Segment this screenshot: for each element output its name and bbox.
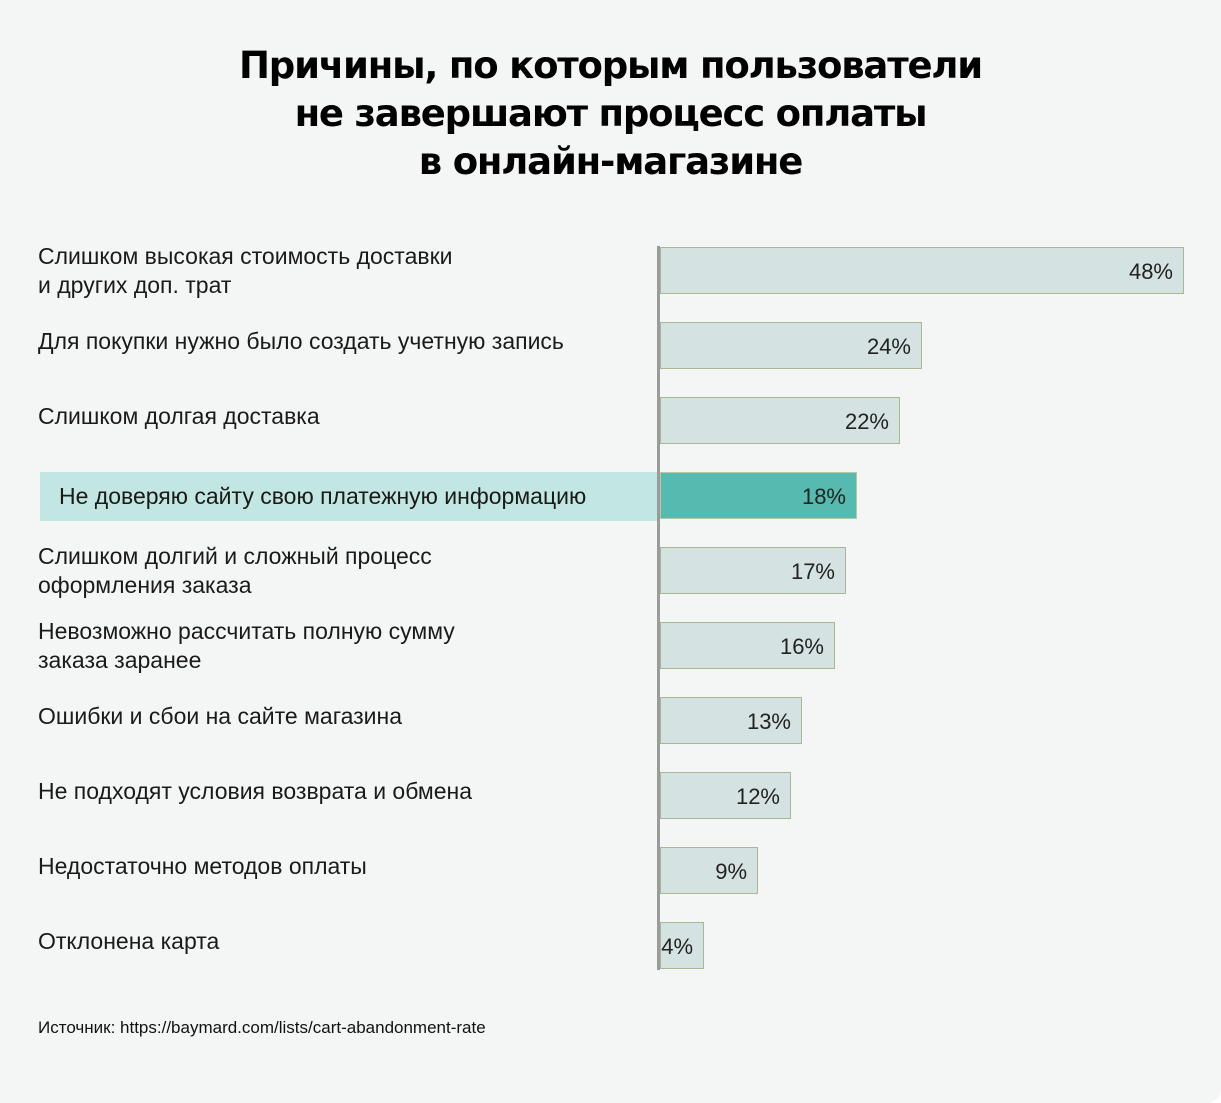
bar: 9% <box>660 847 758 894</box>
category-label-line: Не подходят условия возврата и обмена <box>38 778 472 804</box>
bar-highlighted: 18% <box>660 472 857 519</box>
category-label-line: и других доп. трат <box>38 271 232 298</box>
bar: 13% <box>660 697 802 744</box>
chart-title: Причины, по которым пользователи не заве… <box>0 42 1221 186</box>
bar-value-label: 9% <box>715 859 747 884</box>
category-label-line: Слишком долгий и сложный процесс <box>38 542 432 569</box>
chart-title-line: Причины, по которым пользователи <box>239 44 983 87</box>
bar-value-label: 4% <box>661 934 693 959</box>
category-label-line: Слишком высокая стоимость доставки <box>38 242 453 269</box>
y-axis-line <box>657 246 660 970</box>
bar-value-label: 18% <box>801 484 846 509</box>
category-label-line: оформления заказа <box>38 571 252 598</box>
source-note: Источник: https://baymard.com/lists/cart… <box>38 1018 486 1037</box>
category-label-line: Отклонена карта <box>38 928 220 954</box>
category-label-line: Для покупки нужно было создать учетную з… <box>38 328 564 354</box>
bar-value-label: 48% <box>1128 259 1173 284</box>
category-label: Слишком долгий и сложный процесс оформлен… <box>38 542 432 600</box>
category-label: Отклонена карта <box>38 927 219 956</box>
category-label-line: Недостаточно методов оплаты <box>38 853 367 879</box>
bar: 4% <box>660 922 704 969</box>
category-label: Слишком высокая стоимость доставки и друг… <box>38 242 452 300</box>
bar-value-label: 22% <box>844 409 889 434</box>
bar: 17% <box>660 547 846 594</box>
category-label-line: заказа заранее <box>38 646 202 673</box>
chart-title-line: в онлайн-магазине <box>418 140 804 183</box>
category-label: Ошибки и сбои на сайте магазина <box>38 702 402 731</box>
bar-value-label: 16% <box>779 634 824 659</box>
bar: 48% <box>660 247 1184 294</box>
bar-value-label: 12% <box>735 784 780 809</box>
category-label: Недостаточно методов оплаты <box>38 852 367 881</box>
category-label: Невозможно рассчитать полную сумму заказа… <box>38 617 455 675</box>
category-label-line: Слишком долгая доставка <box>38 403 320 429</box>
category-label-line: Ошибки и сбои на сайте магазина <box>38 703 402 729</box>
bar-value-label: 13% <box>746 709 791 734</box>
bar: 24% <box>660 322 922 369</box>
bar: 16% <box>660 622 835 669</box>
category-label: Для покупки нужно было создать учетную з… <box>38 327 564 356</box>
category-label-highlighted: Не доверяю сайту свою платежную информац… <box>40 472 660 521</box>
bar: 12% <box>660 772 791 819</box>
chart-title-line: не завершают процесс оплаты <box>294 92 928 135</box>
category-label: Не подходят условия возврата и обмена <box>38 777 472 806</box>
category-label-line: Невозможно рассчитать полную сумму <box>38 617 455 644</box>
bar: 22% <box>660 397 900 444</box>
bar-value-label: 24% <box>866 334 911 359</box>
category-label: Слишком долгая доставка <box>38 402 320 431</box>
bar-value-label: 17% <box>790 559 835 584</box>
